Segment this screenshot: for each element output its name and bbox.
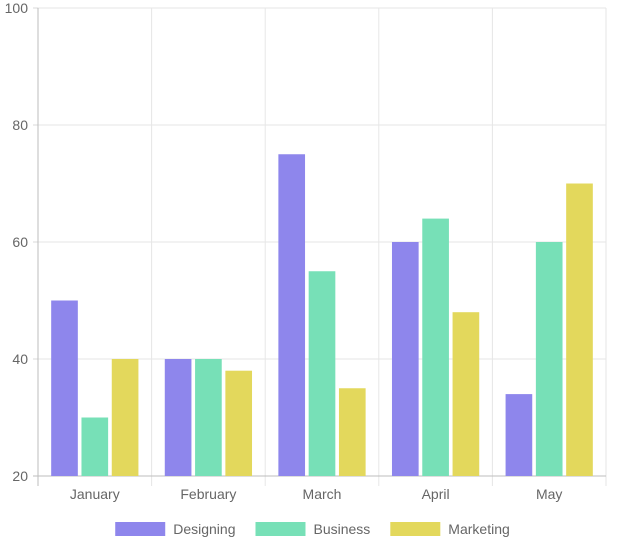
legend-swatch xyxy=(255,522,306,536)
legend-swatch xyxy=(390,522,441,536)
bar-business-march[interactable] xyxy=(308,271,336,476)
y-tick-label: 60 xyxy=(12,234,28,250)
bars xyxy=(51,154,593,476)
legend-label: Designing xyxy=(173,521,235,537)
bar-designing-march[interactable] xyxy=(278,154,306,476)
y-tick-label: 100 xyxy=(5,0,29,16)
bar-marketing-january[interactable] xyxy=(111,359,139,476)
legend-label: Business xyxy=(313,521,370,537)
x-tick-label: February xyxy=(180,486,236,502)
y-tick-label: 20 xyxy=(12,468,28,484)
bar-marketing-february[interactable] xyxy=(225,370,253,476)
bar-designing-may[interactable] xyxy=(505,394,533,476)
y-tick-label: 40 xyxy=(12,351,28,367)
legend-item-business[interactable]: Business xyxy=(255,521,370,537)
bar-designing-february[interactable] xyxy=(164,359,192,476)
legend-item-designing[interactable]: Designing xyxy=(115,521,235,537)
bar-business-april[interactable] xyxy=(422,218,449,476)
bar-marketing-may[interactable] xyxy=(566,183,593,477)
x-tick-label: January xyxy=(70,486,120,502)
bar-business-may[interactable] xyxy=(535,242,563,476)
bar-marketing-april[interactable] xyxy=(452,312,480,476)
x-tick-labels: January February March April May xyxy=(70,486,563,502)
y-tick-labels: 20 40 60 80 100 xyxy=(5,0,29,484)
bar-designing-january[interactable] xyxy=(51,300,78,477)
legend[interactable]: Designing Business Marketing xyxy=(115,521,510,537)
x-tick-label: March xyxy=(303,486,342,502)
bar-marketing-march[interactable] xyxy=(338,388,366,476)
x-tick-label: April xyxy=(422,486,450,502)
grid-lines xyxy=(38,7,607,486)
y-tick-label: 80 xyxy=(12,117,28,133)
x-tick-label: May xyxy=(536,486,562,502)
bar-business-january[interactable] xyxy=(81,417,109,477)
bar-business-february[interactable] xyxy=(195,359,222,476)
legend-label: Marketing xyxy=(448,521,509,537)
bar-designing-april[interactable] xyxy=(391,242,419,476)
legend-item-marketing[interactable]: Marketing xyxy=(390,521,510,537)
legend-swatch xyxy=(115,522,166,536)
